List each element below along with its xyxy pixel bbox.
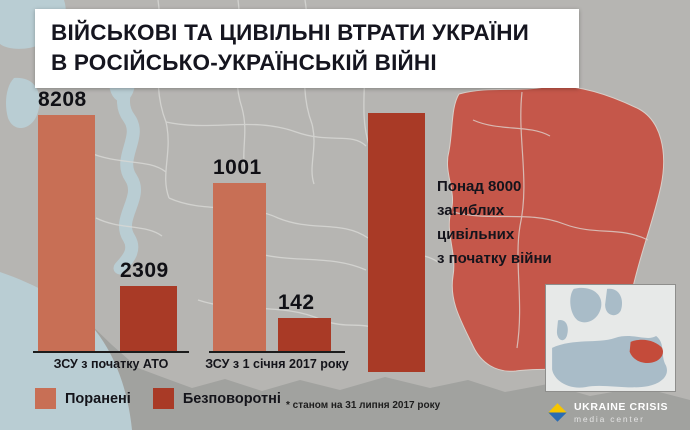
ucmc-logo: UKRAINE CRISIS media center [548,401,668,424]
ucmc-logo-text: UKRAINE CRISIS media center [574,401,668,424]
group-label-since-ato: ЗСУ з початку АТО [53,357,169,371]
civilian-losses-annotation: Понад 8000 загиблих цивільних з початку … [437,175,552,271]
bar-rect [38,115,95,352]
civ-note-line: з початку війни [437,250,552,267]
legend: Поранені Безповоротні [35,388,281,409]
bar-value-label: 142 [278,291,315,314]
bar-wounded-2017: 1001 [213,156,266,352]
title-line-2: В РОСІЙСЬКО-УКРАЇНСЬКІЙ ВІЙНІ [51,49,437,75]
legend-item-wounded: Поранені [35,388,131,409]
ucmc-diamond-icon [548,403,567,422]
legend-label-irrecoverable: Безповоротні [182,390,281,407]
title-box: ВІЙСЬКОВІ ТА ЦИВІЛЬНІ ВТРАТИ УКРАЇНИ В Р… [35,9,579,89]
legend-label-wounded: Поранені [65,390,131,407]
civ-note-line: цивільних [437,226,515,243]
axis-baseline-group2 [209,351,345,353]
title-line-1: ВІЙСЬКОВІ ТА ЦИВІЛЬНІ ВТРАТИ УКРАЇНИ [51,20,530,45]
civ-note-line: Понад 8000 [437,178,522,195]
group-label-since-2017: ЗСУ з 1 січня 2017 року [205,357,349,371]
bar-rect [278,318,331,352]
bar-irrecoverable-2017: 142 [278,291,331,352]
footnote: * станом на 31 липня 2017 року [286,400,441,411]
axis-baseline-group1 [33,351,189,353]
bar-value-label: 8208 [38,88,87,111]
legend-item-irrecoverable: Безповоротні [152,388,281,409]
legend-swatch-irrecoverable [152,388,174,409]
bar-rect [213,183,266,352]
bar-irrecoverable-since-ato: 2309 [120,259,177,352]
logo-name: UKRAINE CRISIS [574,401,669,413]
bar-wounded-since-ato: 8208 [38,88,95,352]
bar-civilian-deaths [368,113,425,372]
bar-value-label: 1001 [213,156,262,179]
europe-inset-map [545,284,676,392]
europe-inset-map-drawing [546,285,675,391]
bar-rect [120,286,177,352]
legend-swatch-wounded [35,388,56,409]
bar-value-label: 2309 [120,259,169,282]
logo-subtitle: media center [574,413,645,424]
civ-note-line: загиблих [437,202,505,219]
bar-rect [368,113,425,372]
